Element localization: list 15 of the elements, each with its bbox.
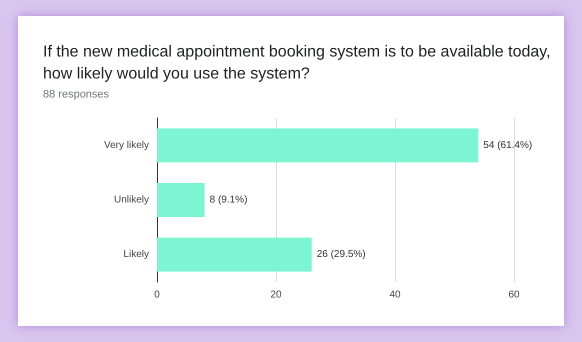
bar — [157, 238, 312, 272]
data-label: 26 (29.5%) — [316, 249, 366, 260]
x-tick-label: 60 — [508, 290, 520, 300]
x-tick-label: 0 — [154, 290, 160, 300]
y-tick-label: Very likely — [104, 140, 149, 151]
chart-title: If the new medical appointment booking system is to be available today, how likely would you use the system? — [43, 44, 555, 82]
x-tick-label: 40 — [389, 290, 401, 300]
data-label: 8 (9.1%) — [210, 194, 248, 206]
y-tick-label: Unlikely — [114, 194, 149, 206]
bar — [157, 128, 478, 162]
chart-subtitle: 88 responses — [43, 88, 110, 100]
y-tick-label: Likely — [123, 249, 149, 260]
x-tick-label: 20 — [270, 290, 282, 300]
bar — [157, 183, 205, 217]
data-label: 54 (61.4%) — [483, 140, 532, 151]
